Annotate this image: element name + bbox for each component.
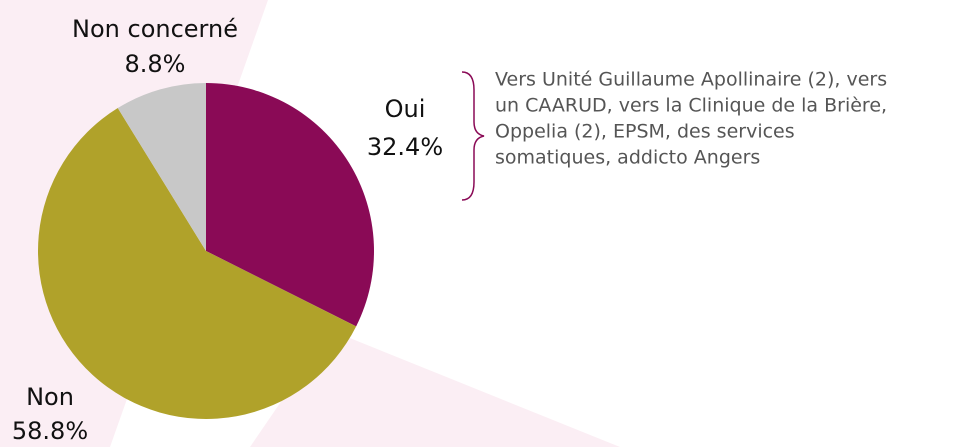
pie-slice: [117, 83, 206, 251]
pie-slice: [206, 83, 374, 327]
annotation-line: Oppelia (2), EPSM, des services: [495, 121, 795, 143]
brace: [461, 71, 485, 201]
annotation-line: un CAARUD, vers la Clinique de la Brière…: [495, 95, 887, 117]
slice-label: Non concerné: [72, 15, 238, 43]
pie-slice: [37, 108, 357, 419]
slice-label: Oui: [385, 95, 426, 123]
background-band: [250, 330, 620, 447]
slice-value-label: 32.4%: [367, 133, 443, 161]
slice-label: Non: [26, 383, 74, 411]
annotation-line: Vers Unité Guillaume Apollinaire (2), ve…: [495, 69, 887, 91]
annotation-line: somatiques, addicto Angers: [495, 147, 760, 169]
slice-value-label: 8.8%: [125, 50, 186, 78]
slice-value-label: 58.8%: [12, 417, 88, 445]
